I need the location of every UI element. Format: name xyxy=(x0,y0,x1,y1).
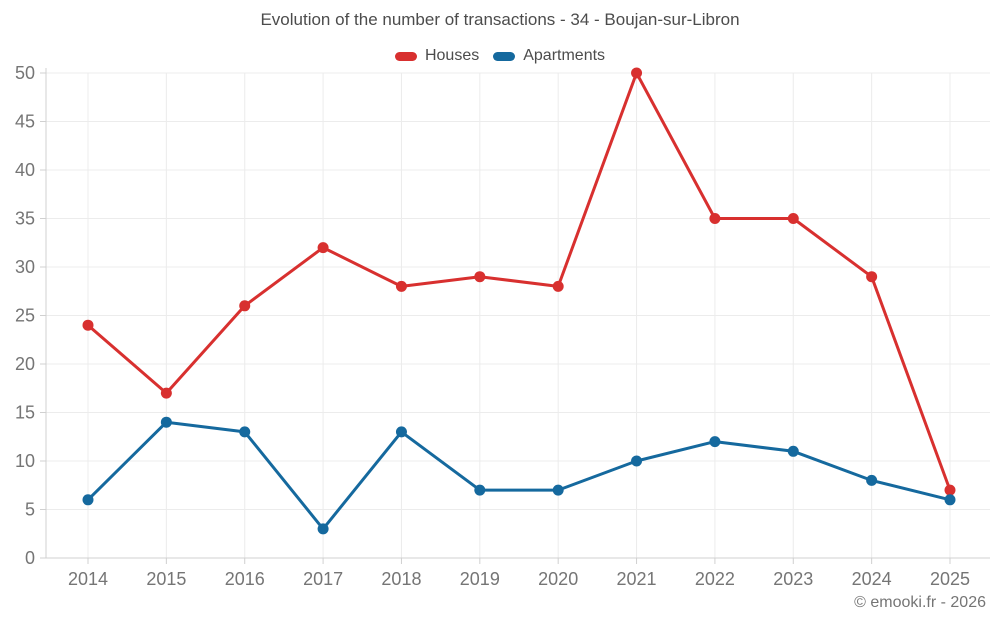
x-tick-label: 2022 xyxy=(695,569,735,589)
y-tick-label: 15 xyxy=(15,403,35,423)
apartments-point-2015[interactable] xyxy=(160,416,172,428)
legend-item-houses[interactable]: Houses xyxy=(394,47,480,65)
x-tick-label: 2019 xyxy=(460,569,500,589)
apartments-point-2023[interactable] xyxy=(787,445,799,457)
houses-point-2023[interactable] xyxy=(787,213,799,224)
y-tick-label: 20 xyxy=(15,354,35,374)
x-tick-label: 2020 xyxy=(538,569,578,589)
apartments-point-2020[interactable] xyxy=(552,484,564,496)
houses-legend-swatch-icon xyxy=(394,51,417,61)
houses-point-2018[interactable] xyxy=(395,280,407,292)
houses-point-2019[interactable] xyxy=(474,271,486,283)
x-tick-label: 2021 xyxy=(617,569,657,589)
apartments-line xyxy=(86,420,952,531)
apartments-point-2019[interactable] xyxy=(474,484,486,496)
apartments-legend-label: Apartments xyxy=(523,47,606,64)
y-tick-label: 5 xyxy=(25,500,35,520)
legend-item-apartments[interactable]: Apartments xyxy=(493,47,605,65)
y-tick-label: 25 xyxy=(15,306,35,326)
copyright-text: © emooki.fr - 2026 xyxy=(854,594,986,611)
x-tick-label: 2018 xyxy=(381,569,421,589)
houses-point-2020[interactable] xyxy=(552,280,564,292)
y-tick-label: 30 xyxy=(15,257,35,277)
apartments-point-2017[interactable] xyxy=(317,523,329,535)
chart-legend: Houses Apartments xyxy=(0,47,1000,65)
houses-point-2016[interactable] xyxy=(239,300,251,312)
y-tick-label: 10 xyxy=(15,451,35,471)
houses-point-2025[interactable] xyxy=(944,484,956,496)
apartments-point-2022[interactable] xyxy=(709,436,721,448)
houses-line xyxy=(86,71,952,492)
houses-point-2017[interactable] xyxy=(317,242,329,254)
y-tick-label: 0 xyxy=(25,548,35,568)
apartments-point-2016[interactable] xyxy=(239,426,251,438)
x-tick-label: 2016 xyxy=(225,569,265,589)
houses-point-2015[interactable] xyxy=(160,387,172,399)
houses-point-2022[interactable] xyxy=(709,213,721,224)
apartments-point-2021[interactable] xyxy=(631,455,643,467)
x-tick-label: 2014 xyxy=(68,569,108,589)
houses-legend-label: Houses xyxy=(424,47,480,64)
x-tick-label: 2015 xyxy=(146,569,186,589)
y-tick-label: 45 xyxy=(15,112,35,132)
y-tick-label: 35 xyxy=(15,209,35,229)
x-tick-label: 2017 xyxy=(303,569,343,589)
x-tick-label: 2023 xyxy=(773,569,813,589)
chart-title: Evolution of the number of transactions … xyxy=(260,10,740,29)
apartments-point-2018[interactable] xyxy=(395,426,407,438)
houses-point-2021[interactable] xyxy=(631,67,643,79)
apartments-point-2024[interactable] xyxy=(866,474,878,486)
x-tick-label: 2024 xyxy=(852,569,892,589)
apartments-point-2014[interactable] xyxy=(82,494,94,506)
y-tick-label: 40 xyxy=(15,160,35,180)
apartments-point-2025[interactable] xyxy=(944,494,956,506)
houses-point-2014[interactable] xyxy=(82,319,94,331)
apartments-legend-swatch-icon xyxy=(493,51,516,61)
houses-point-2024[interactable] xyxy=(866,271,878,283)
x-tick-label: 2025 xyxy=(930,569,970,589)
y-tick-label: 50 xyxy=(15,63,35,83)
